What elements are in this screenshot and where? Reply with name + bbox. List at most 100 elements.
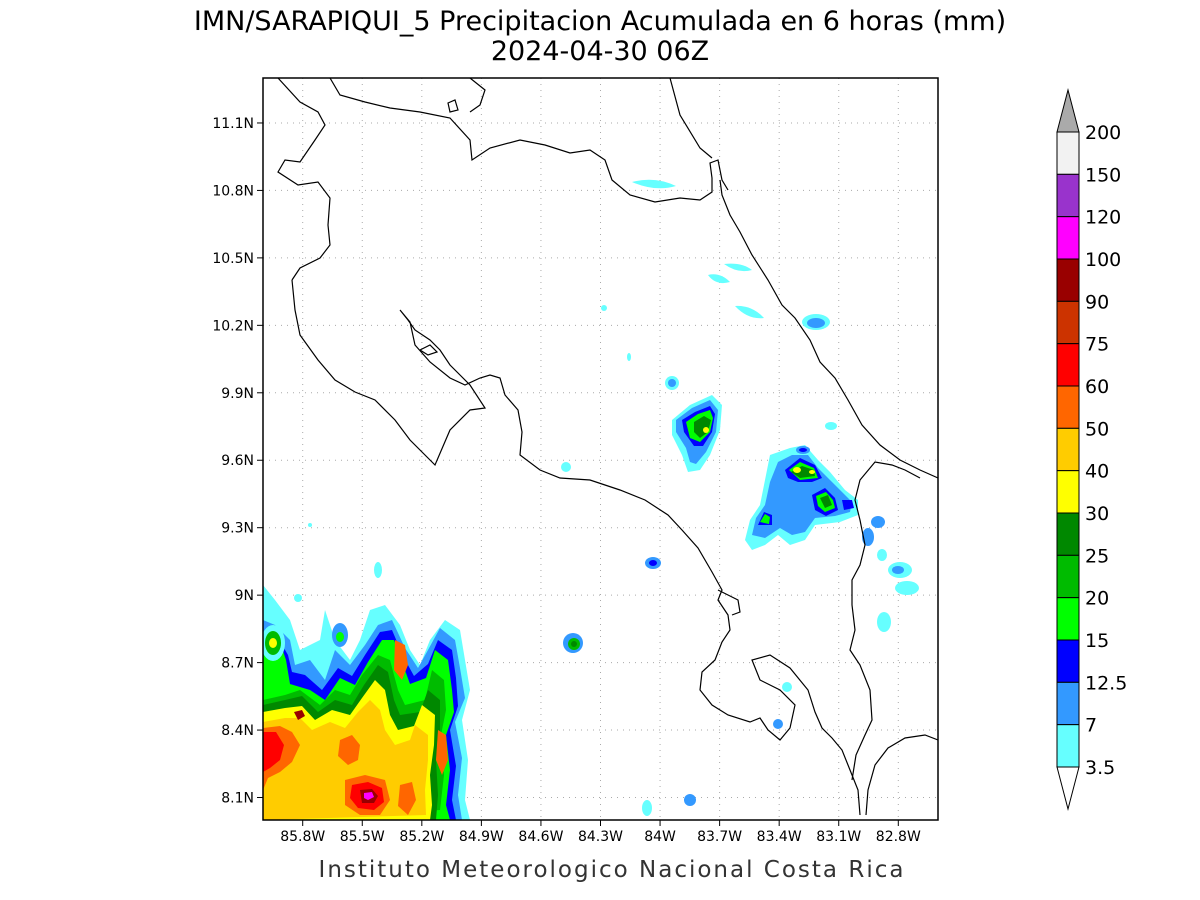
precip-spot	[862, 528, 874, 546]
caribbean-coast	[719, 179, 938, 479]
coast-detail	[717, 589, 741, 616]
axes: 85.8W 85.5W 85.2W 84.9W 84.6W 84.3W 84W 83.7W 83…	[212, 116, 921, 845]
map-subtitle-date: 2024-04-30 06Z	[491, 36, 709, 67]
precip-spot	[825, 422, 837, 430]
pacific-coast-nicoya	[291, 279, 861, 816]
lat-tick-label: 8.4N	[221, 723, 254, 739]
lon-tick-label: 83.4W	[757, 829, 802, 845]
precip-spot	[735, 305, 764, 319]
precip-spot	[649, 560, 657, 566]
footer-credit: Instituto Meteorologico Nacional Costa R…	[319, 857, 906, 883]
precip-spot	[782, 682, 792, 692]
lon-tick-label: 85.5W	[340, 829, 385, 845]
lat-tick-label: 10.2N	[212, 318, 254, 334]
precip-spot	[571, 641, 577, 647]
colorbar-under-arrow	[1056, 766, 1080, 811]
colorbar-swatch	[1056, 639, 1080, 683]
colorbar-label: 100	[1085, 249, 1121, 271]
precip-area-25	[791, 466, 832, 508]
lon-tick-label: 85.8W	[280, 829, 325, 845]
lat-tick-label: 9.3N	[221, 521, 254, 537]
colorbar-label: 15	[1085, 630, 1109, 652]
colorbar-label: 120	[1085, 207, 1121, 229]
colorbar-label: 40	[1085, 461, 1109, 483]
colorbar-swatch	[1056, 258, 1080, 302]
colorbar-swatch	[1056, 512, 1080, 556]
precip-spot	[632, 179, 676, 189]
precip-dot-dark	[294, 710, 305, 720]
precip-spot	[892, 566, 904, 574]
lon-tick-label: 84.3W	[578, 829, 623, 845]
precip-spot	[308, 523, 312, 527]
colorbar-label: 60	[1085, 376, 1109, 398]
precip-area-50e	[436, 730, 448, 775]
lat-tick-label: 8.1N	[221, 791, 254, 807]
precip-spot	[642, 800, 652, 816]
precip-area-15	[760, 462, 835, 524]
precip-spot	[895, 581, 919, 595]
lon-tick-label: 85.2W	[399, 829, 444, 845]
precip-area-30	[809, 470, 815, 474]
lon-tick-label: 84.9W	[459, 829, 504, 845]
panama-border	[865, 734, 938, 816]
colorbar-swatch	[1056, 300, 1080, 345]
precip-spot	[877, 549, 887, 561]
colorbar-label: 150	[1085, 164, 1121, 186]
coastline-and-borders	[277, 78, 938, 816]
colorbar-swatch	[1056, 470, 1080, 514]
caribbean-coast-north	[469, 78, 713, 159]
lat-tick-label: 9.6N	[221, 453, 254, 469]
precip-spot	[871, 516, 885, 528]
lon-tick-label: 84.6W	[518, 829, 563, 845]
lake-nicaragua-shore	[329, 78, 729, 203]
precip-spot	[627, 353, 631, 361]
colorbar-label: 200	[1085, 122, 1121, 144]
colorbar-label: 90	[1085, 291, 1109, 313]
precip-spot	[269, 638, 277, 648]
colorbar-swatch	[1056, 554, 1080, 599]
precip-spot	[336, 632, 344, 642]
precip-spot	[668, 379, 676, 387]
precipitation-field	[263, 179, 919, 820]
lat-tick-label: 9N	[235, 588, 254, 604]
colorbar-swatch	[1056, 681, 1080, 726]
island-marker	[418, 344, 439, 356]
nicaragua-border-north	[277, 78, 331, 281]
lat-tick-label: 9.9N	[221, 386, 254, 402]
panama-border-east	[849, 461, 921, 781]
precip-area-50d	[394, 640, 408, 680]
precip-spot	[708, 274, 730, 284]
lon-tick-label: 83.7W	[697, 829, 742, 845]
colorbar-swatch	[1056, 131, 1080, 175]
precip-area-30	[703, 427, 709, 433]
precip-area-50b	[338, 735, 360, 765]
precip-spot	[684, 794, 696, 806]
precip-spot	[773, 719, 783, 729]
precip-spot	[807, 318, 825, 328]
precip-area-7	[752, 455, 852, 538]
colorbar-label: 30	[1085, 503, 1109, 525]
precip-spot	[601, 305, 607, 311]
precip-spot	[877, 612, 891, 632]
precip-area-50f	[398, 782, 416, 815]
colorbar-swatch	[1056, 385, 1080, 429]
lat-tick-label: 10.8N	[212, 183, 254, 199]
precip-cluster-southwest	[263, 585, 470, 820]
colorbar-label: 50	[1085, 418, 1109, 440]
colorbar-legend: 200 150 120 100 90 75 60 50 40 30 25 20 15 12.5 7 3.5	[1056, 88, 1127, 811]
colorbar-over-arrow	[1056, 88, 1080, 133]
precip-area-60	[263, 732, 284, 772]
island-marker	[447, 99, 459, 113]
precip-area-120	[364, 792, 374, 800]
colorbar-label: 20	[1085, 588, 1109, 610]
colorbar-swatch	[1056, 343, 1080, 387]
colorbar-swatch	[1056, 216, 1080, 260]
colorbar-label: 75	[1085, 334, 1109, 356]
colorbar-label: 12.5	[1085, 672, 1127, 694]
colorbar-swatch	[1056, 173, 1080, 218]
lat-tick-label: 8.7N	[221, 656, 254, 672]
colorbar-label: 7	[1085, 715, 1097, 737]
lon-tick-label: 82.8W	[876, 829, 921, 845]
precip-spot	[799, 448, 807, 452]
